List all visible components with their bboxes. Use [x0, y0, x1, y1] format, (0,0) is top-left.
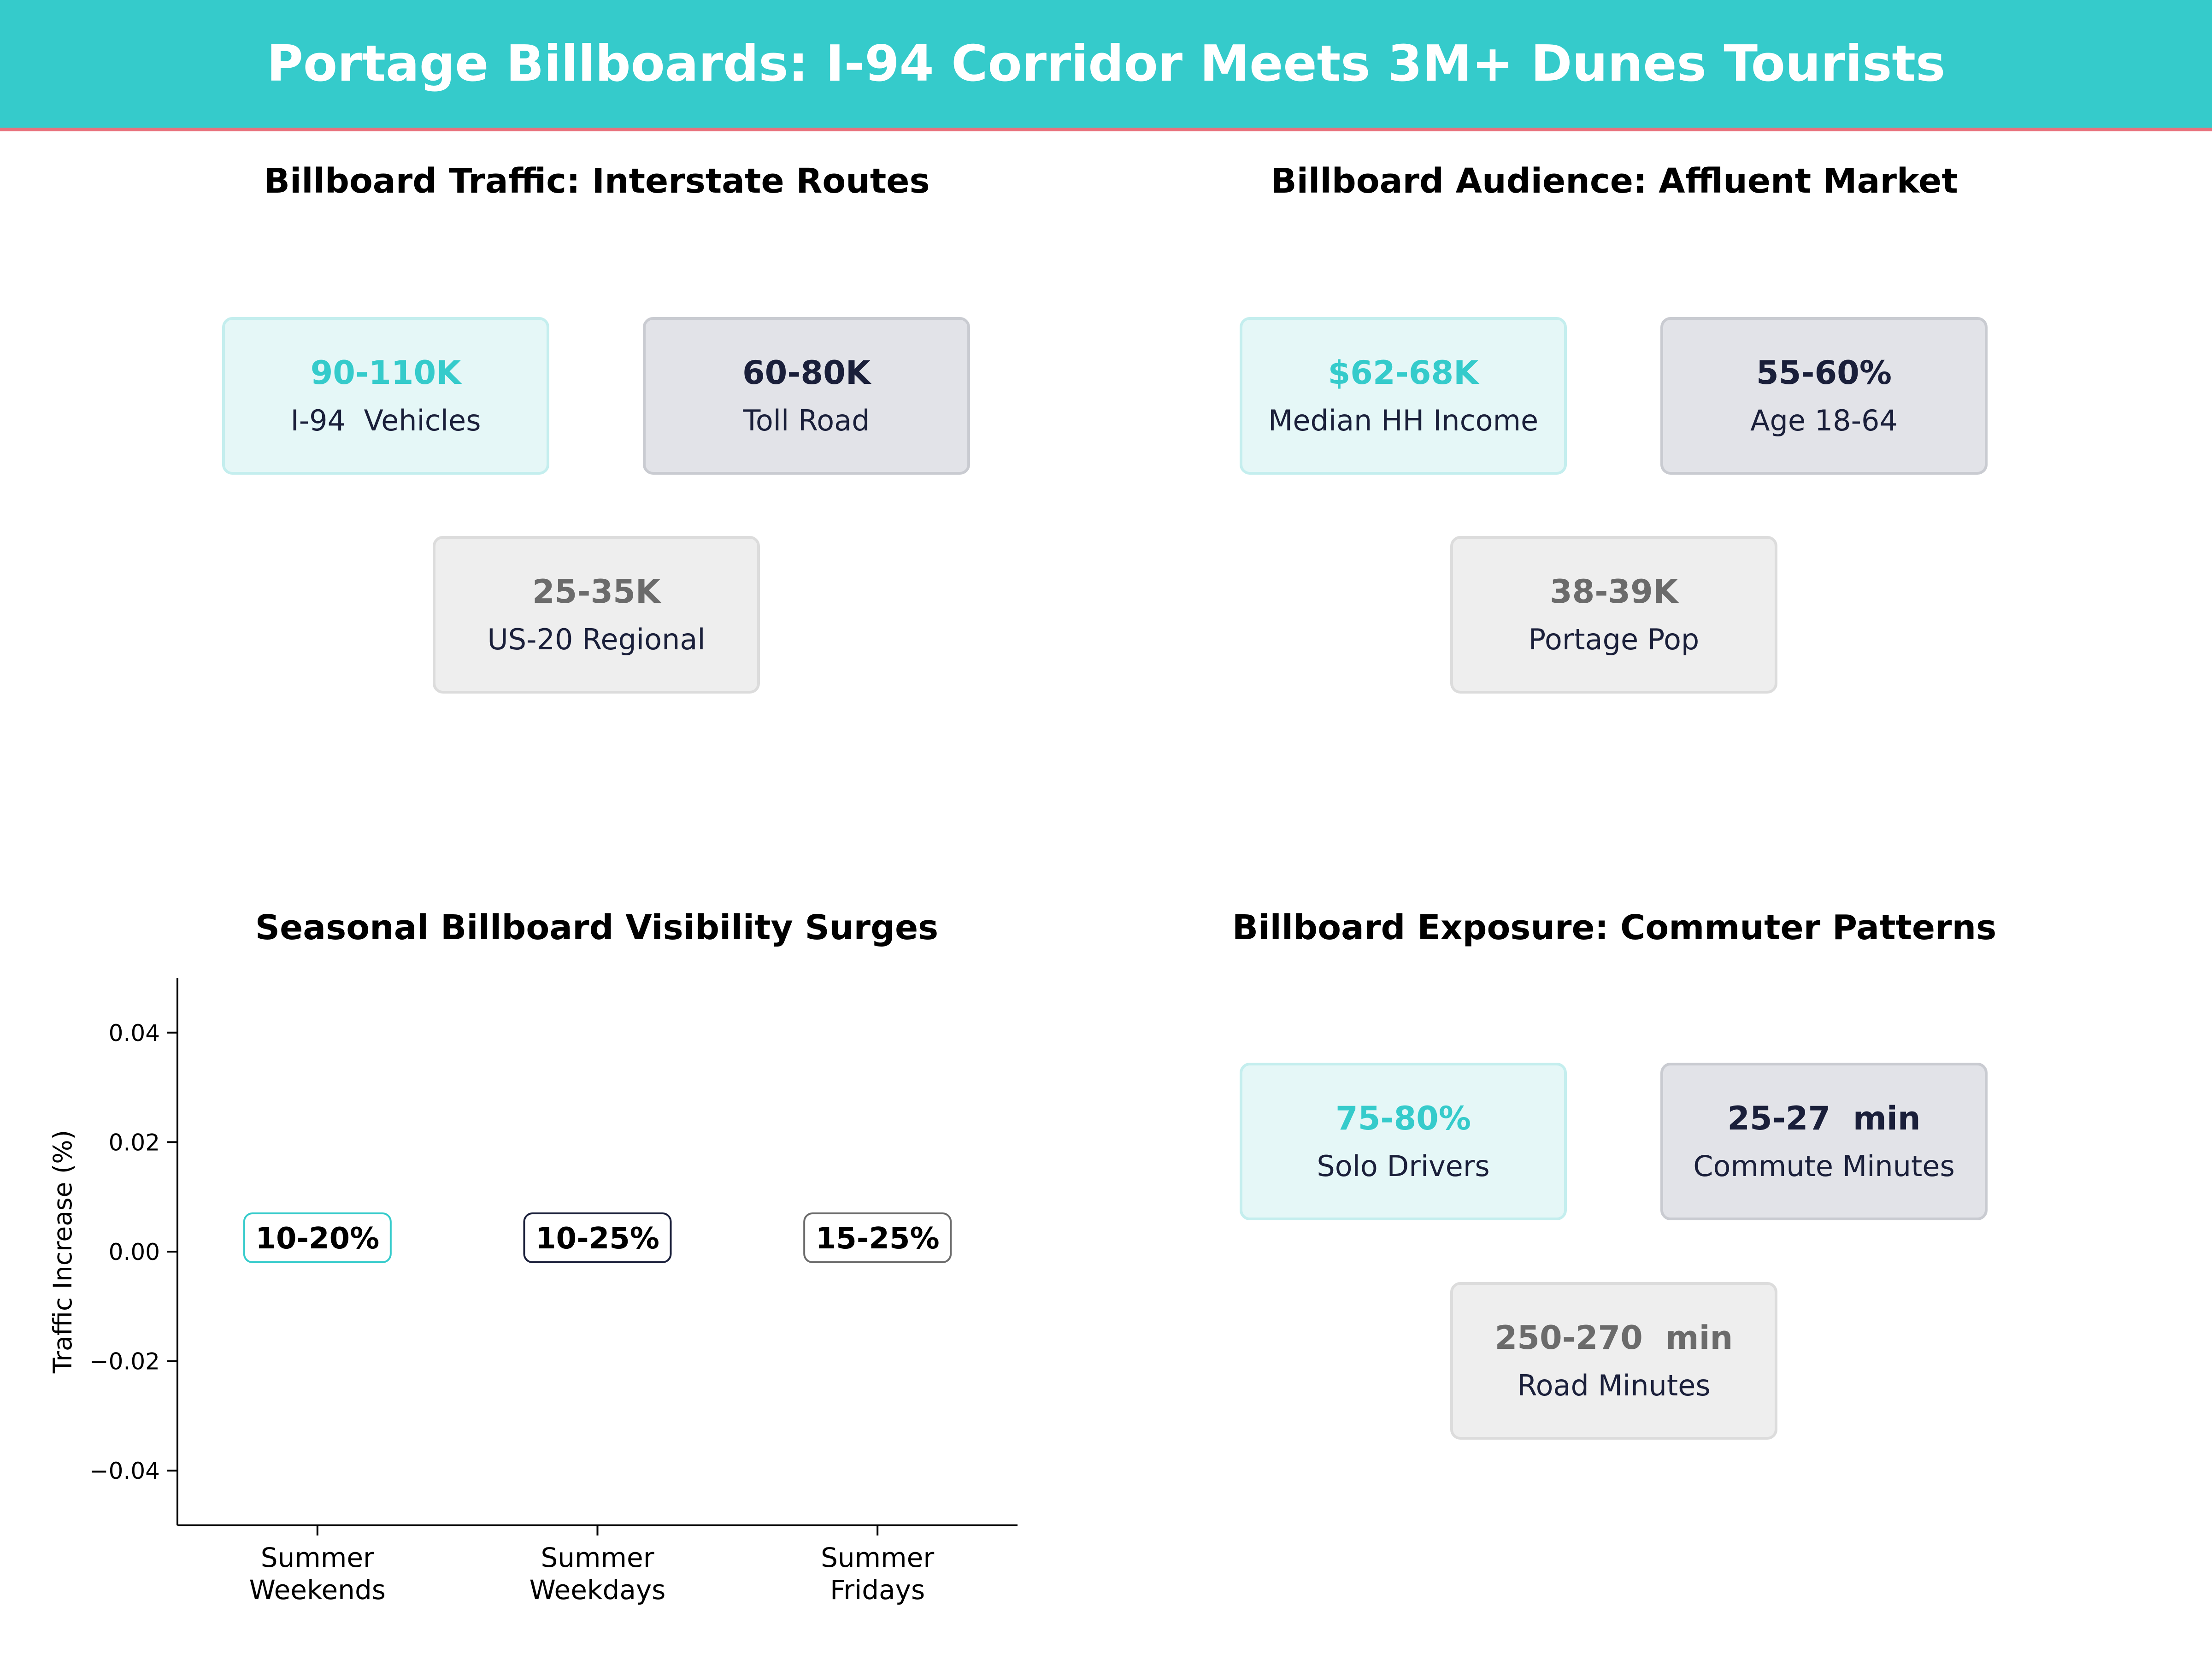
exposure-panel-title: Billboard Exposure: Commuter Patterns	[1232, 908, 1997, 947]
card-label: US-20 Regional	[487, 623, 706, 656]
traffic-panel-title: Billboard Traffic: Interstate Routes	[264, 161, 930, 201]
y-tick-label: −0.02	[89, 1348, 160, 1375]
card-label: Portage Pop	[1528, 623, 1700, 656]
data-label-box	[243, 1212, 392, 1263]
card-value: 90-110K	[310, 354, 461, 392]
x-tick-label: Summer Fridays	[821, 1542, 934, 1606]
card-label: Age 18-64	[1750, 404, 1898, 437]
data-label: 10-25%	[535, 1222, 659, 1256]
card-value: 25-35K	[532, 573, 661, 611]
card-value: 25-27 min	[1727, 1100, 1921, 1137]
card-label: Solo Drivers	[1317, 1149, 1490, 1183]
y-tick-label: −0.04	[89, 1458, 160, 1484]
traffic-card-i94: 90-110K I-94 Vehicles	[222, 317, 549, 475]
audience-card-population: 38-39K Portage Pop	[1450, 536, 1777, 694]
x-tick-label: Summer Weekends	[249, 1542, 386, 1606]
data-label-box	[803, 1212, 952, 1263]
card-label: Median HH Income	[1268, 404, 1539, 437]
audience-card-age: 55-60% Age 18-64	[1660, 317, 1988, 475]
x-tick-label: Summer Weekdays	[529, 1542, 666, 1606]
card-value: 55-60%	[1756, 354, 1892, 392]
page-title: Portage Billboards: I-94 Corridor Meets …	[266, 35, 1946, 93]
card-value: 75-80%	[1335, 1100, 1471, 1137]
exposure-card-solo-drivers: 75-80% Solo Drivers	[1240, 1063, 1567, 1220]
exposure-card-commute: 25-27 min Commute Minutes	[1660, 1063, 1988, 1220]
card-value: 38-39K	[1549, 573, 1678, 611]
card-value: $62-68K	[1328, 354, 1479, 392]
data-label: 10-20%	[255, 1222, 379, 1256]
seasonal-chart: 0.04 0.02 0.00 −0.02 −0.04 Traffic Increase (…	[48, 978, 1018, 1606]
y-tick-label: 0.04	[109, 1020, 160, 1047]
y-tick-label: 0.00	[109, 1239, 160, 1265]
header-banner: Portage Billboards: I-94 Corridor Meets …	[0, 0, 2212, 131]
audience-card-income: $62-68K Median HH Income	[1240, 317, 1567, 475]
y-tick-label: 0.02	[109, 1129, 160, 1156]
traffic-card-toll-road: 60-80K Toll Road	[643, 317, 970, 475]
card-value: 60-80K	[742, 354, 871, 392]
audience-panel-title: Billboard Audience: Affluent Market	[1271, 161, 1958, 201]
card-label: Toll Road	[743, 404, 870, 437]
traffic-card-us20: 25-35K US-20 Regional	[433, 536, 760, 694]
card-label: Road Minutes	[1517, 1369, 1711, 1402]
seasonal-panel-title: Seasonal Billboard Visibility Surges	[255, 908, 939, 947]
exposure-card-road-minutes: 250-270 min Road Minutes	[1450, 1282, 1777, 1440]
data-label-box	[523, 1212, 672, 1263]
y-axis-label: Traffic Increase (%)	[48, 1130, 77, 1374]
data-label: 15-25%	[816, 1222, 940, 1256]
card-label: I-94 Vehicles	[290, 404, 481, 437]
card-value: 250-270 min	[1494, 1319, 1733, 1357]
card-label: Commute Minutes	[1693, 1149, 1955, 1183]
